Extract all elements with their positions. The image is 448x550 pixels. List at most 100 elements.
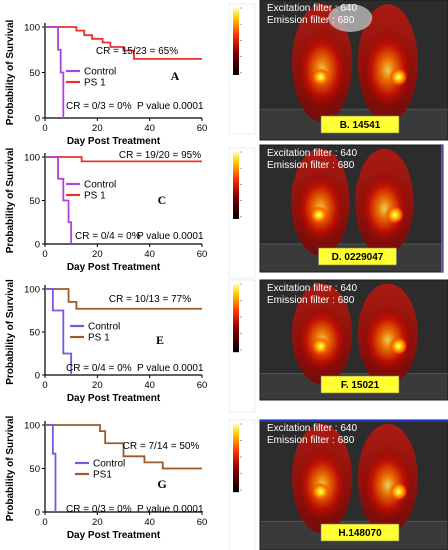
colorbar-panel (228, 147, 256, 279)
image-label-box (320, 375, 400, 394)
y-tick-label: 0 (35, 240, 40, 251)
tumor-hotspot (311, 337, 330, 355)
series-line-control (45, 156, 73, 244)
y-tick-label: 50 (29, 328, 40, 339)
legend-label: PS1 (93, 470, 112, 481)
y-tick-label: 100 (24, 421, 40, 432)
emission-filter-text: Emission filter : 680 (267, 15, 355, 26)
fluorescence-glow (360, 304, 415, 376)
legend-label: Control (93, 459, 125, 470)
p-value-annotation: P value 0.0001 (137, 363, 204, 374)
panel-letter: G (157, 477, 166, 491)
legend-label: Control (84, 67, 116, 78)
series-line-control (45, 26, 65, 118)
survival-chart-e: 0 50 100 0 20 40 60 Day Post Treatment Probabili… (5, 279, 207, 404)
legend-label: PS 1 (84, 78, 106, 89)
colorbar (233, 152, 239, 219)
y-tick-label: 0 (35, 114, 40, 125)
x-tick-label: 40 (144, 380, 155, 391)
gray-overlay (328, 4, 373, 32)
emission-filter-text: Emission filter : 680 (267, 160, 355, 171)
image-label: D. 0229047 (332, 252, 384, 263)
cr-control-annotation: CR = 0/4 = 0% (75, 231, 141, 242)
x-tick-label: 20 (92, 123, 103, 134)
y-axis-title: Probability of Survival (5, 279, 16, 385)
tumor-hotspot (385, 205, 404, 224)
cr-control-annotation: CR = 0/3 = 0% (66, 504, 132, 515)
y-tick-label: 0 (35, 508, 40, 519)
colorbar-panel (228, 3, 256, 135)
series-line-ps-1 (45, 288, 202, 310)
x-axis-title: Day Post Treatment (67, 262, 161, 273)
x-tick-label: 0 (42, 517, 47, 528)
image-frame (259, 279, 448, 401)
x-tick-label: 60 (197, 517, 208, 528)
panel-letter: C (158, 193, 167, 207)
series-line-ps-1 (45, 26, 202, 60)
colorbar (233, 284, 239, 353)
p-value-annotation: P value 0.0001 (137, 504, 204, 515)
series-line-control (45, 288, 73, 375)
series-line-ps1 (45, 424, 202, 470)
colorbar (233, 424, 239, 493)
x-tick-label: 40 (144, 123, 155, 134)
cr-control-annotation: CR = 0/4 = 0% (66, 363, 132, 374)
cr-control-annotation: CR = 0/3 = 0% (66, 101, 132, 112)
x-tick-label: 0 (42, 249, 47, 260)
x-tick-label: 60 (197, 123, 208, 134)
y-axis-title: Probability of Survival (5, 19, 16, 125)
tumor-hotspot (309, 205, 328, 224)
image-label: F. 15021 (341, 380, 380, 391)
survival-chart-c: 0 50 100 0 20 40 60 Day Post Treatment Probabili… (5, 147, 207, 273)
y-tick-label: 50 (29, 196, 40, 207)
cr-annotation: CR = 7/14 = 50% (123, 441, 200, 452)
tumor-hotspot (389, 337, 408, 355)
x-axis-title: Day Post Treatment (67, 393, 161, 404)
survival-chart-a: 0 50 100 0 20 40 60 Day Post Treatment Probabili… (5, 19, 207, 147)
y-tick-label: 100 (24, 23, 40, 34)
y-tick-label: 100 (24, 153, 40, 164)
tumor-hotspot (311, 482, 330, 501)
image-label: B. 14541 (340, 120, 381, 131)
x-tick-label: 20 (92, 249, 103, 260)
cr-annotation: CR = 19/20 = 95% (119, 150, 201, 161)
panel-letter: A (171, 69, 180, 83)
cr-annotation: CR = 10/13 = 77% (109, 294, 191, 305)
image-frame (259, 144, 444, 273)
x-tick-label: 0 (42, 380, 47, 391)
fluorescence-glow (358, 170, 411, 247)
x-tick-label: 20 (92, 517, 103, 528)
image-label-box (320, 115, 400, 134)
excitation-filter-text: Excitation filter : 640 (267, 423, 357, 434)
colorbar (233, 8, 239, 75)
emission-filter-text: Emission filter : 680 (267, 435, 355, 446)
cr-annotation: CR = 15/23 = 65% (96, 46, 178, 57)
excitation-filter-text: Excitation filter : 640 (267, 148, 357, 159)
x-tick-label: 0 (42, 123, 47, 134)
image-label: H.148070 (338, 528, 382, 539)
x-axis-title: Day Post Treatment (67, 530, 161, 541)
colorbar-panel (228, 419, 256, 550)
y-axis-title: Probability of Survival (5, 415, 16, 521)
y-axis-title: Probability of Survival (5, 147, 16, 253)
series-line-control (45, 424, 57, 512)
x-tick-label: 20 (92, 380, 103, 391)
survival-chart-g: 0 50 100 0 20 40 60 Day Post Treatment Probabili… (5, 415, 207, 541)
x-tick-label: 40 (144, 517, 155, 528)
legend-label: Control (88, 322, 120, 333)
excitation-filter-text: Excitation filter : 640 (267, 283, 357, 294)
y-tick-label: 50 (29, 464, 40, 475)
tumor-hotspot (311, 68, 330, 86)
legend-label: PS 1 (84, 191, 106, 202)
fluorescence-glow (360, 446, 415, 524)
survival-charts: 0 50 100 0 20 40 60 Day Post Treatment Probabili… (5, 19, 207, 541)
image-label-box (318, 247, 397, 266)
tumor-hotspot (389, 482, 408, 501)
image-label-box (320, 523, 400, 542)
legend-label: Control (84, 180, 116, 191)
legend-label: PS 1 (88, 333, 110, 344)
